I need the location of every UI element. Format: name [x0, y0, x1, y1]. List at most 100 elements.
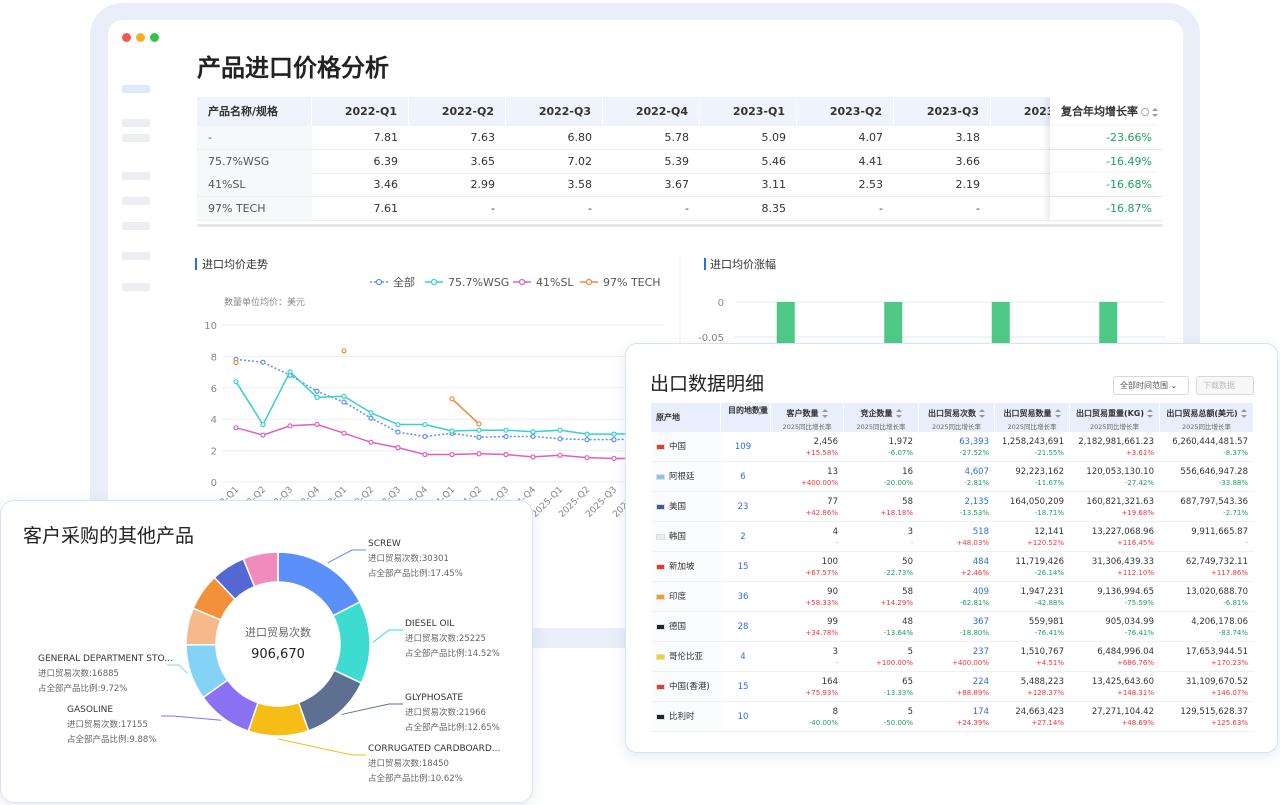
destination-cell[interactable]: 2 — [721, 522, 771, 552]
table-cell: 129,515,628.37 +125.63% — [1160, 702, 1254, 732]
cell-rate: -13.33% — [883, 689, 913, 697]
sort-icon[interactable] — [1054, 409, 1061, 418]
destination-cell[interactable]: 109 — [721, 432, 771, 462]
cell-rate: +125.63% — [1210, 719, 1248, 727]
cell-rate: -76.41% — [1124, 629, 1154, 637]
share-prefix: 占全部产品比例: — [38, 683, 100, 694]
card-title: 客户采购的其他产品 — [23, 525, 195, 547]
point — [503, 433, 509, 440]
point — [503, 451, 509, 458]
cell-rate: +400.00% — [951, 659, 989, 667]
point — [260, 422, 266, 428]
table-cell: 50 -22.73% — [844, 552, 919, 582]
table-cell: 1,947,231 -42.88% — [995, 582, 1070, 612]
country-name: 比利时 — [669, 712, 695, 722]
y-tick-label: 0 — [211, 478, 217, 489]
series-line — [235, 370, 642, 435]
table-header-cell: 2022-Q4 — [603, 97, 700, 126]
donut-segment — [247, 701, 310, 737]
cell-value: 129,515,628.37 — [1180, 707, 1248, 717]
cell-value: 484 — [972, 557, 989, 567]
cell-value: 1,947,231 — [1020, 587, 1064, 597]
cell-value: 8 — [832, 707, 838, 717]
table-cell: 6.39 — [312, 150, 409, 174]
cell-value: 518 — [972, 527, 989, 537]
table-cell: 63,393 -27.52% — [919, 432, 995, 462]
destination-cell[interactable]: 23 — [721, 492, 771, 522]
country-name: 中国 — [669, 442, 687, 452]
header-label: 出口贸易重量(KG) — [1075, 409, 1145, 418]
series-line — [235, 358, 642, 441]
destination-cell[interactable]: 28 — [721, 612, 771, 642]
sort-icon[interactable] — [1152, 107, 1158, 117]
legend-marker — [430, 278, 438, 286]
cell-value: 160,821,321.63 — [1086, 497, 1154, 507]
sidebar-item — [122, 85, 150, 93]
table-cell: 6,484,996.04 +686.76% — [1070, 642, 1160, 672]
sidebar-item — [122, 134, 150, 142]
table-cell: 12,141 +120.52% — [995, 522, 1070, 552]
cell-rate: +88.89% — [956, 689, 989, 697]
count-value: 18450 — [422, 759, 449, 769]
cell-value: 5 — [907, 647, 913, 657]
segment-share: 占全部产品比例:9.88% — [67, 734, 156, 745]
chart-title: 进口均价涨幅 — [710, 258, 776, 271]
segment-share: 占全部产品比例:12.65% — [405, 722, 500, 733]
country-cell: 哥伦比亚 — [651, 642, 721, 672]
cell-value: 1,972 — [888, 437, 913, 447]
flag — [656, 713, 665, 720]
cell-value: 31,306,439.33 — [1091, 557, 1154, 567]
segment-name: CORRUGATED CARDBOARD... — [368, 744, 500, 754]
cell-value: 77 — [827, 497, 838, 507]
point — [368, 415, 374, 421]
cell-rate: -22.73% — [883, 569, 913, 577]
leader-line — [341, 703, 403, 715]
series-line — [451, 398, 480, 425]
scrollbar[interactable] — [197, 224, 1163, 227]
cell-rate: +128.37% — [1026, 689, 1064, 697]
point — [287, 369, 293, 375]
destination-cell[interactable]: 36 — [721, 582, 771, 612]
country-cell: 阿根廷 — [651, 462, 721, 492]
sub-label: 2025同比增长率 — [931, 423, 982, 431]
count-prefix: 进口贸易次数: — [368, 758, 422, 769]
sort-icon[interactable] — [1147, 409, 1154, 418]
cell-value: 2,135 — [964, 497, 989, 507]
destination-cell[interactable]: 15 — [721, 552, 771, 582]
sort-icon[interactable] — [895, 409, 902, 418]
point — [368, 410, 374, 416]
leader-line — [167, 664, 189, 674]
segment-count: 进口贸易次数:18450 — [368, 758, 449, 769]
cell-rate: -50.00% — [883, 719, 913, 727]
table-cell: 224 +88.89% — [919, 672, 995, 702]
destination-cell[interactable]: 10 — [721, 702, 771, 732]
destination-cell[interactable]: 6 — [721, 462, 771, 492]
point — [341, 430, 347, 436]
table-cell: 9,911,665.87 - — [1160, 522, 1254, 552]
sidebar-item — [122, 283, 150, 291]
table-cell: 559,981 -76.41% — [995, 612, 1070, 642]
cell-value: 1,258,243,691 — [1001, 437, 1064, 447]
sort-icon[interactable] — [821, 409, 828, 418]
point — [476, 427, 482, 433]
country-name: 中国(香港) — [669, 682, 710, 692]
cagr-cell: -23.66% — [1050, 126, 1163, 150]
table-cell: 5 +100.00% — [844, 642, 919, 672]
sort-icon[interactable] — [757, 406, 763, 415]
point — [584, 455, 590, 461]
table-cell: 120,053,130.10 -27.42% — [1070, 462, 1160, 492]
download-button[interactable]: 下载数据 — [1196, 376, 1254, 395]
cell-value: 100 — [821, 557, 838, 567]
sort-icon[interactable] — [1240, 409, 1247, 418]
y-tick-label: 6 — [211, 384, 217, 395]
sort-icon[interactable] — [979, 409, 985, 418]
destination-cell[interactable]: 4 — [721, 642, 771, 672]
range-button[interactable]: 全部时间范围 ⌄ — [1113, 376, 1189, 395]
table-cell: 13 +400.00% — [771, 462, 844, 492]
cell-value: 16 — [902, 467, 913, 477]
table-header-cell: 复合年均增长率 — [1050, 97, 1163, 126]
sidebar-item — [122, 172, 150, 180]
cagr-cell: -16.49% — [1050, 149, 1163, 174]
cell-value: 90 — [827, 587, 838, 597]
destination-cell[interactable]: 15 — [721, 672, 771, 702]
